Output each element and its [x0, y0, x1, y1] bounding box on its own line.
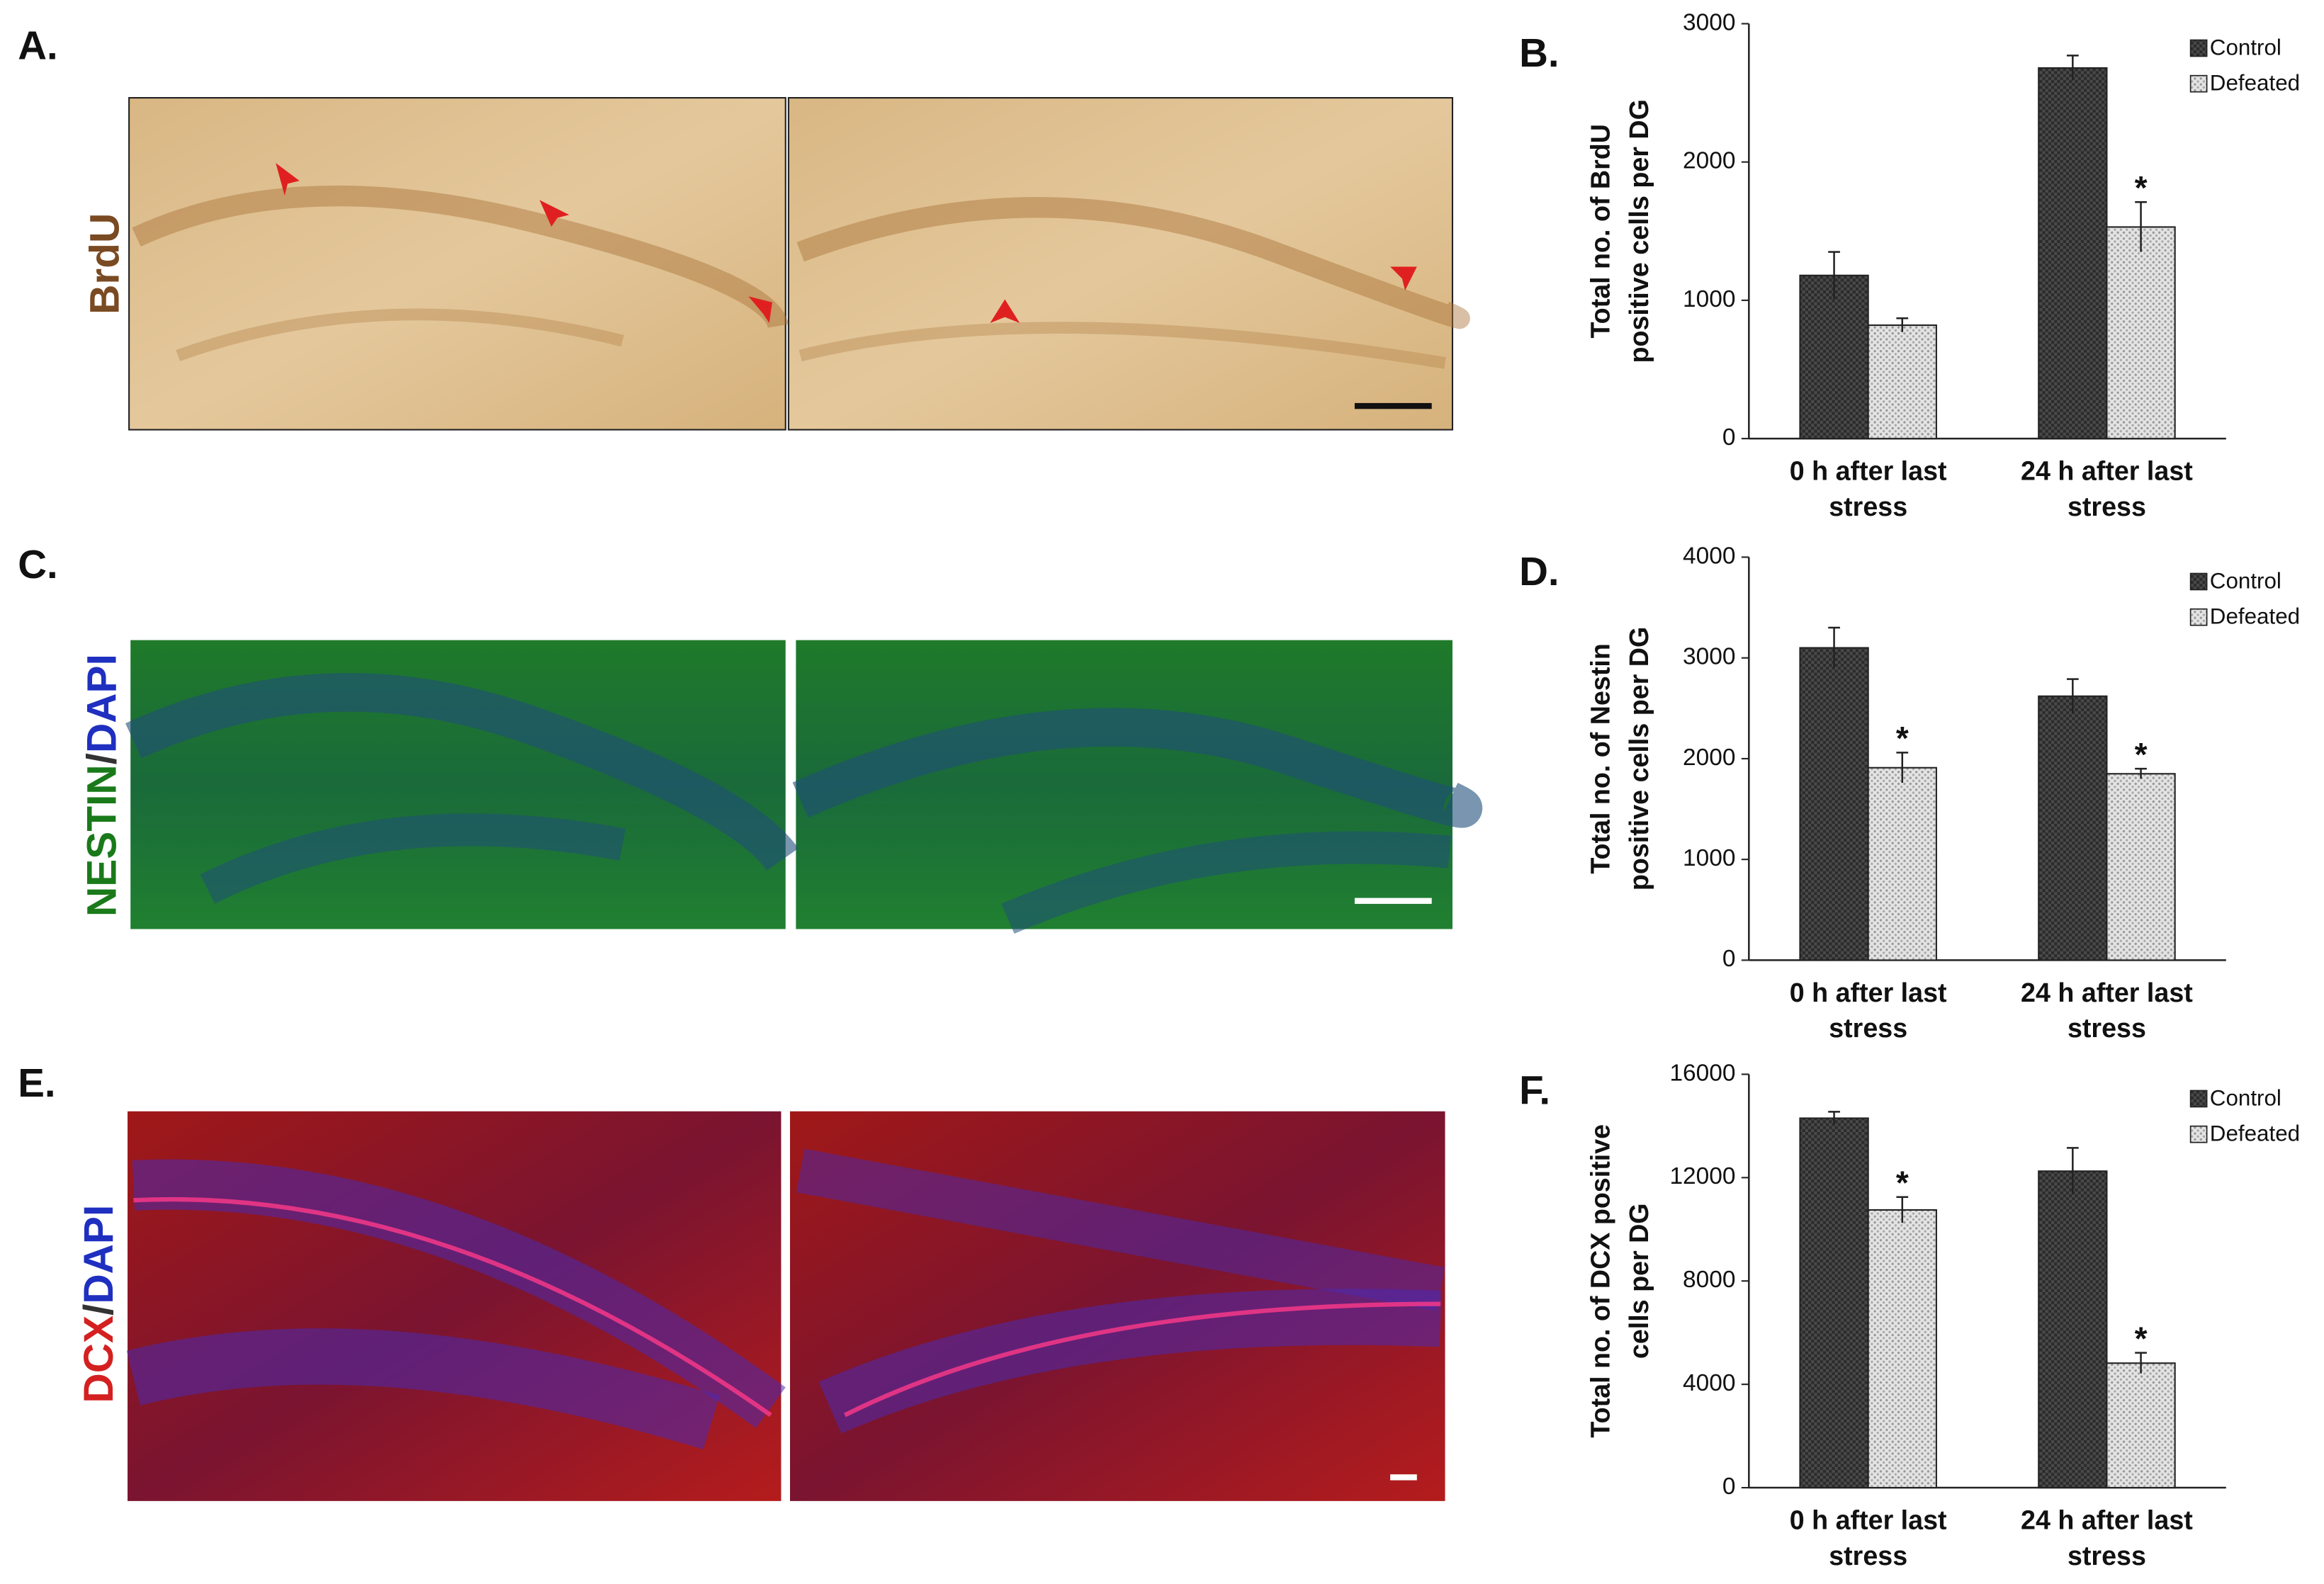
panel-letter: C. [18, 542, 57, 587]
error-bar [2135, 1352, 2147, 1374]
y-axis-label: Total no. of BrdU [1586, 124, 1615, 338]
y-axis-label: positive cells per DG [1624, 99, 1654, 363]
y-axis-label: cells per DG [1624, 1203, 1654, 1359]
legend-label: Control [2210, 1085, 2281, 1110]
error-bar [2066, 678, 2079, 713]
x-tick-label-box: 0 h after last stress [1789, 978, 1947, 1043]
y-tick-label: 4000 [1683, 543, 1735, 569]
nestin-images [125, 640, 1483, 934]
error-bar [1828, 1111, 1840, 1125]
stain-label: BrdU [81, 213, 128, 315]
x-tick-label: 24 h after last stress [2021, 978, 2193, 1043]
y-tick-label: 0 [1722, 1473, 1736, 1500]
x-tick-label-box: 24 h after last stress [2021, 1505, 2193, 1571]
stain-label: NESTIN/DAPI [79, 654, 125, 917]
y-tick-label: 1000 [1683, 286, 1735, 312]
legend-label: Defeated [2210, 604, 2300, 629]
y-tick-label: 12000 [1669, 1163, 1735, 1189]
error-bar [2066, 55, 2079, 81]
y-tick-label: 0 [1722, 946, 1736, 972]
legend-label: Defeated [2210, 71, 2300, 96]
x-tick-label-box: 0 h after last stress [1789, 456, 1947, 522]
bar [2038, 67, 2108, 440]
stain-part: NESTIN [79, 764, 125, 917]
legend-swatch [2189, 1125, 2208, 1143]
significance-marker: * [2135, 736, 2148, 773]
legend-swatch [2189, 572, 2208, 591]
bar [2038, 695, 2108, 961]
bar [1867, 1209, 1937, 1489]
x-tick-label: 0 h after last stress [1789, 1505, 1947, 1571]
x-tick-label-box: 0 h after last stress [1789, 1505, 1947, 1571]
error-bar [2135, 767, 2147, 779]
significance-marker: * [1896, 720, 1909, 757]
panel-letter: D. [1519, 549, 1559, 594]
bar [1867, 324, 1937, 440]
legend-swatch [2189, 74, 2208, 93]
error-bar [1896, 317, 1909, 332]
error-bar [1828, 251, 1840, 299]
stain-part: DCX [76, 1316, 122, 1403]
legend-swatch [2189, 608, 2208, 626]
y-tick-label: 16000 [1669, 1060, 1735, 1086]
stain-label: DCX/DAPI [76, 1205, 122, 1403]
bar [2106, 773, 2176, 961]
bar [1799, 1117, 1869, 1489]
bar [2106, 226, 2176, 440]
y-tick-label: 4000 [1683, 1370, 1735, 1396]
error-bar [1896, 1196, 1909, 1223]
legend-label: Control [2210, 35, 2281, 60]
legend-label: Defeated [2210, 1121, 2300, 1146]
y-axis-label: positive cells per DG [1624, 627, 1654, 890]
bar [1867, 766, 1937, 961]
y-tick-label: 1000 [1683, 845, 1735, 871]
x-tick-label: 0 h after last stress [1789, 978, 1947, 1043]
y-axis-label: Total no. of DCX positive [1586, 1124, 1615, 1438]
dcx-images [126, 1111, 1445, 1501]
panel-letter: E. [18, 1060, 55, 1105]
stain-part: DAPI [79, 654, 125, 753]
panel-letter: F. [1519, 1068, 1550, 1112]
stain-part: / [76, 1304, 122, 1316]
error-bar [2066, 1147, 2079, 1195]
legend-swatch [2189, 39, 2208, 57]
y-tick-label: 2000 [1683, 745, 1735, 771]
bar [1799, 647, 1869, 961]
x-tick-label: 24 h after last stress [2021, 456, 2193, 522]
significance-marker: * [1896, 1165, 1909, 1201]
bar [2038, 1170, 2108, 1489]
panel-letter: A. [18, 23, 57, 68]
bar [2106, 1362, 2176, 1489]
x-tick-label: 24 h after last stress [2021, 1505, 2193, 1571]
y-tick-label: 3000 [1683, 9, 1735, 35]
x-tick-label: 0 h after last stress [1789, 456, 1947, 522]
stain-part: DAPI [76, 1205, 122, 1304]
stain-part: / [79, 753, 125, 764]
significance-marker: * [2135, 1320, 2148, 1357]
y-tick-label: 8000 [1683, 1267, 1735, 1293]
y-tick-label: 0 [1722, 424, 1736, 451]
legend-swatch [2189, 1090, 2208, 1108]
significance-marker: * [2135, 169, 2148, 206]
x-tick-label-box: 24 h after last stress [2021, 456, 2193, 522]
y-tick-label: 3000 [1683, 644, 1735, 670]
error-bar [2135, 201, 2147, 252]
legend-label: Control [2210, 568, 2281, 593]
y-tick-label: 2000 [1683, 148, 1735, 174]
brdu-images [128, 97, 1470, 431]
error-bar [1828, 626, 1840, 668]
bar [1799, 274, 1869, 440]
y-axis-label: Total no. of Nestin [1586, 643, 1615, 874]
panel-letter: B. [1519, 30, 1559, 75]
x-tick-label-box: 24 h after last stress [2021, 978, 2193, 1043]
stain-part: BrdU [81, 213, 128, 315]
error-bar [1896, 752, 1909, 783]
